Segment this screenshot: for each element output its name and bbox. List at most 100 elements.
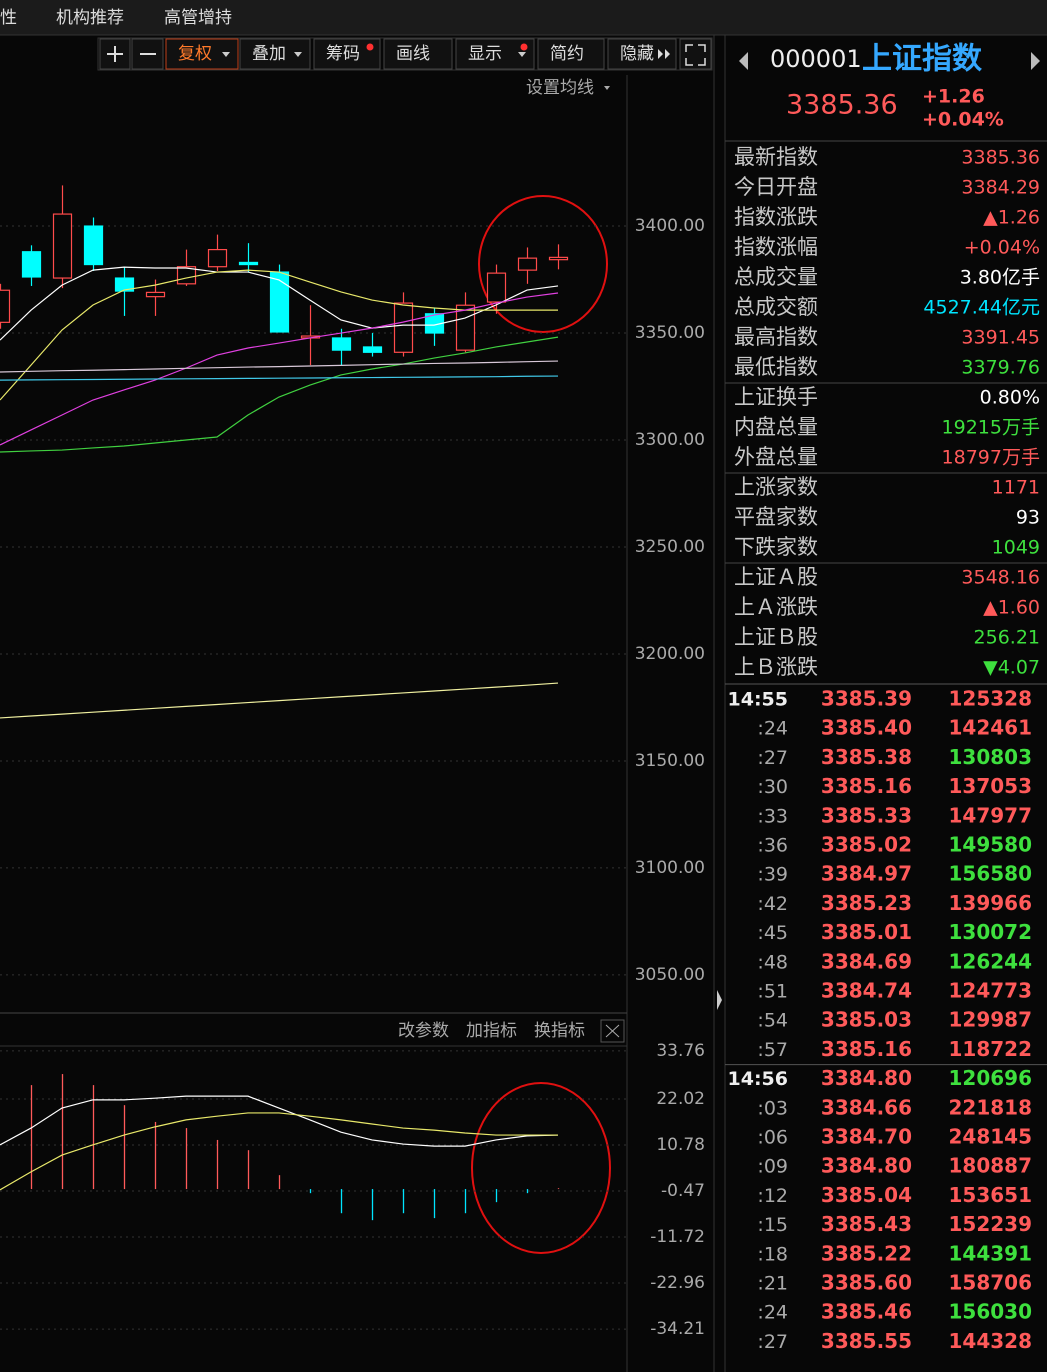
menu-bar bbox=[0, 0, 1047, 35]
tick-time: :15 bbox=[757, 1214, 788, 1236]
tick-price: 3385.46 bbox=[821, 1300, 912, 1324]
tick-volume: 137053 bbox=[949, 774, 1033, 798]
stat-label: 今日开盘 bbox=[734, 175, 818, 199]
indicator-line bbox=[0, 375, 559, 381]
tick-volume: 156580 bbox=[949, 862, 1033, 886]
tick-volume: 125328 bbox=[949, 687, 1033, 711]
indicator-line bbox=[0, 336, 559, 453]
indicator-button[interactable]: 换指标 bbox=[534, 1021, 585, 1041]
stat-label: 上证换手 bbox=[734, 385, 818, 409]
stat-value: 3391.45 bbox=[961, 327, 1040, 349]
candle-body bbox=[21, 251, 42, 278]
toolbar-label: 叠加 bbox=[252, 44, 286, 64]
index-price: 3385.36 bbox=[786, 90, 898, 121]
tick-volume: 130803 bbox=[949, 745, 1033, 769]
tick-price: 3385.55 bbox=[821, 1329, 912, 1353]
y-tick-label: 3150.00 bbox=[635, 751, 705, 771]
fullscreen[interactable] bbox=[679, 38, 712, 70]
tick-price: 3385.40 bbox=[821, 716, 912, 740]
tick-time: :12 bbox=[757, 1185, 788, 1207]
stat-label: 上涨家数 bbox=[734, 475, 818, 499]
tick-price: 3385.23 bbox=[821, 891, 912, 915]
candle-body bbox=[114, 277, 135, 292]
tick-price: 3384.69 bbox=[821, 949, 912, 973]
toolbar-label: 复权 bbox=[178, 44, 212, 64]
tick-time: :06 bbox=[757, 1127, 788, 1149]
menu-item[interactable]: 高管增持 bbox=[164, 8, 232, 28]
tick-volume: 147977 bbox=[949, 803, 1033, 827]
tick-volume: 118722 bbox=[949, 1037, 1033, 1061]
indicator-button[interactable]: 改参数 bbox=[398, 1021, 449, 1041]
stat-label: 最高指数 bbox=[734, 325, 818, 349]
stat-label: 指数涨跌 bbox=[734, 205, 818, 229]
stat-value: 19215万手 bbox=[942, 417, 1040, 439]
stat-label: 上Ａ涨跌 bbox=[734, 595, 818, 619]
stat-value: 3548.16 bbox=[961, 567, 1040, 589]
tick-time: :54 bbox=[757, 1010, 788, 1032]
tick-price: 3385.38 bbox=[821, 745, 912, 769]
tick-price: 3385.04 bbox=[821, 1183, 912, 1207]
tick-price: 3384.74 bbox=[821, 979, 912, 1003]
stat-value: +0.04% bbox=[964, 237, 1040, 259]
stat-label: 内盘总量 bbox=[734, 415, 818, 439]
y-tick-label: 3400.00 bbox=[635, 216, 705, 236]
tick-price: 3385.39 bbox=[821, 687, 912, 711]
toolbar-button[interactable] bbox=[537, 38, 605, 70]
prev-arrow[interactable] bbox=[739, 52, 748, 70]
stat-value: 1171 bbox=[992, 477, 1040, 499]
y-tick-label: -11.72 bbox=[650, 1227, 705, 1247]
ma-setting[interactable]: 设置均线 bbox=[526, 78, 594, 98]
tick-price: 3385.01 bbox=[821, 920, 912, 944]
tick-volume: 124773 bbox=[949, 979, 1033, 1003]
toolbar-label: 筹码 bbox=[326, 44, 360, 64]
stat-label: 上Ｂ涨跌 bbox=[734, 655, 818, 679]
stat-value: 3384.29 bbox=[961, 177, 1040, 199]
stat-value: 256.21 bbox=[974, 627, 1040, 649]
tick-price: 3385.02 bbox=[821, 833, 912, 857]
stat-value: 18797万手 bbox=[942, 447, 1040, 469]
tick-time: 14:55 bbox=[728, 689, 788, 711]
candle-body bbox=[517, 257, 538, 271]
indicator-button[interactable]: 加指标 bbox=[466, 1021, 517, 1041]
next-arrow[interactable] bbox=[1031, 52, 1040, 70]
tick-volume: 248145 bbox=[949, 1125, 1033, 1149]
y-tick-label: 3050.00 bbox=[635, 965, 705, 985]
close-button[interactable] bbox=[600, 1019, 625, 1043]
stat-value: 3379.76 bbox=[961, 357, 1040, 379]
menu-item[interactable]: 机构推荐 bbox=[56, 8, 124, 28]
stat-label: 下跌家数 bbox=[734, 535, 818, 559]
y-tick-label: -0.47 bbox=[661, 1181, 705, 1201]
collapse-arrow[interactable] bbox=[717, 990, 722, 1010]
tick-time: :24 bbox=[757, 718, 788, 740]
toolbar-button[interactable] bbox=[607, 38, 677, 70]
tick-volume: 149580 bbox=[949, 833, 1033, 857]
tick-time: :48 bbox=[757, 951, 788, 973]
y-tick-label: 22.02 bbox=[656, 1089, 705, 1109]
tick-volume: 144328 bbox=[949, 1329, 1033, 1353]
tick-volume: 120696 bbox=[949, 1066, 1033, 1090]
tick-time: :24 bbox=[757, 1302, 788, 1324]
stat-value: 3385.36 bbox=[961, 147, 1040, 169]
badge-dot bbox=[520, 43, 528, 51]
dropdown-arrow bbox=[604, 86, 610, 90]
tick-volume: 158706 bbox=[949, 1271, 1033, 1295]
tick-price: 3384.66 bbox=[821, 1095, 912, 1119]
index-code: 000001 bbox=[770, 45, 862, 73]
tick-price: 3384.97 bbox=[821, 862, 912, 886]
y-tick-label: 3200.00 bbox=[635, 644, 705, 664]
tick-time: 14:56 bbox=[728, 1068, 788, 1090]
y-tick-label: 3100.00 bbox=[635, 858, 705, 878]
tick-price: 3385.60 bbox=[821, 1271, 912, 1295]
tick-volume: 153651 bbox=[949, 1183, 1033, 1207]
expand-arrows bbox=[658, 49, 670, 59]
y-tick-label: -34.21 bbox=[650, 1319, 705, 1339]
index-change-pct: +0.04% bbox=[922, 109, 1004, 131]
tick-time: :39 bbox=[757, 864, 788, 886]
menu-item[interactable]: 性 bbox=[0, 8, 17, 28]
dropdown-arrow bbox=[294, 52, 302, 57]
tick-volume: 221818 bbox=[949, 1095, 1033, 1119]
indicator-line bbox=[0, 360, 559, 373]
toolbar-button[interactable] bbox=[383, 38, 453, 70]
y-tick-label: -22.96 bbox=[650, 1273, 705, 1293]
